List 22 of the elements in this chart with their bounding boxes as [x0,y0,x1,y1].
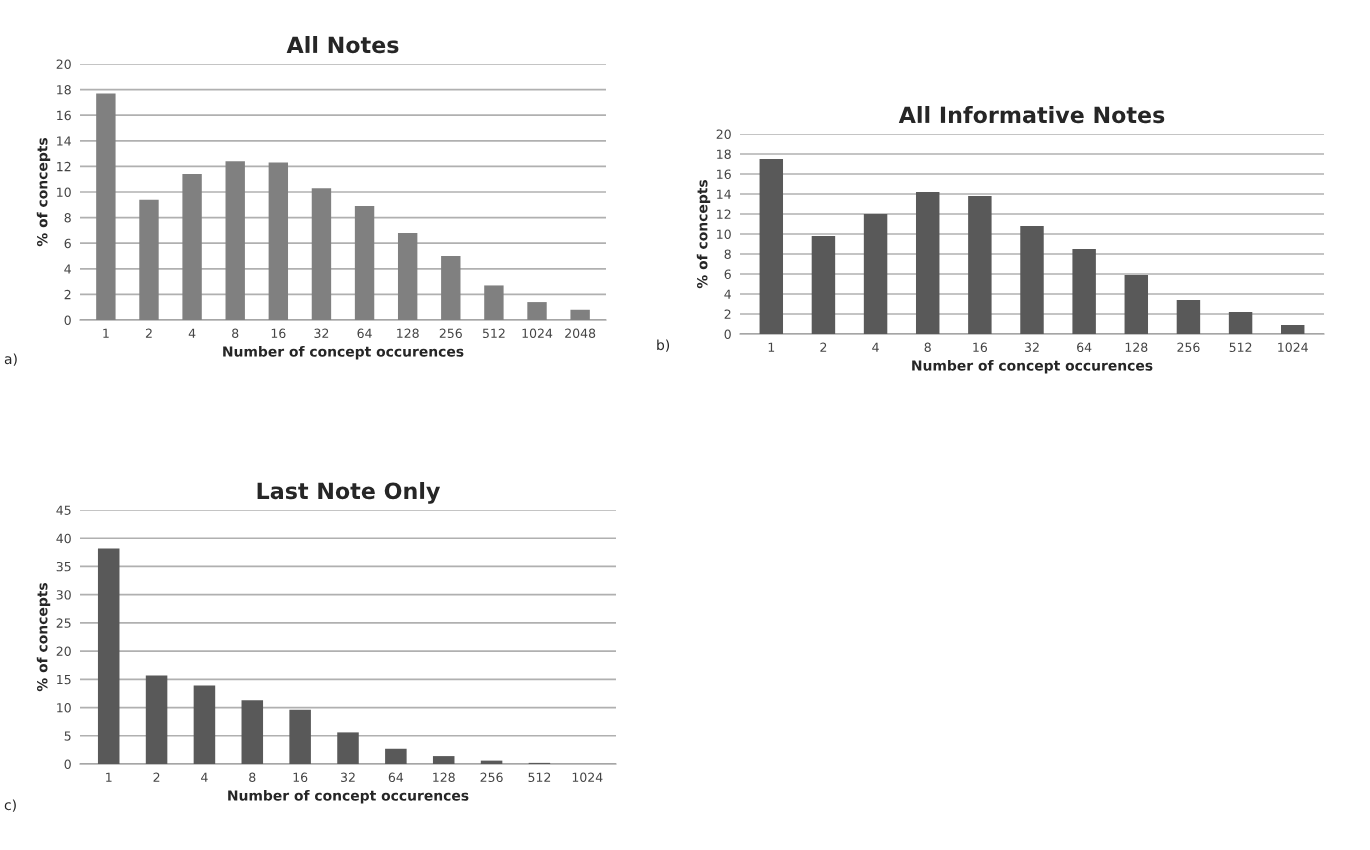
bar [1020,226,1044,334]
bar [432,756,455,764]
chart-title: Last Note Only [257,482,441,504]
bar [97,548,120,764]
chart-title: All Notes [286,36,399,54]
bar [1228,312,1253,334]
bar [385,748,407,764]
bar [1072,249,1096,334]
bar [1124,275,1149,334]
bar [289,709,311,764]
bar [337,732,359,764]
bar [968,196,992,334]
bar [241,700,264,764]
bar [811,236,836,334]
bar [759,159,784,334]
bar [863,214,888,334]
bar [915,192,940,334]
bar [193,685,216,764]
bar [1280,325,1305,334]
bar [145,675,168,764]
bar [1176,300,1201,334]
chart-title: All Informative Notes [898,106,1165,124]
